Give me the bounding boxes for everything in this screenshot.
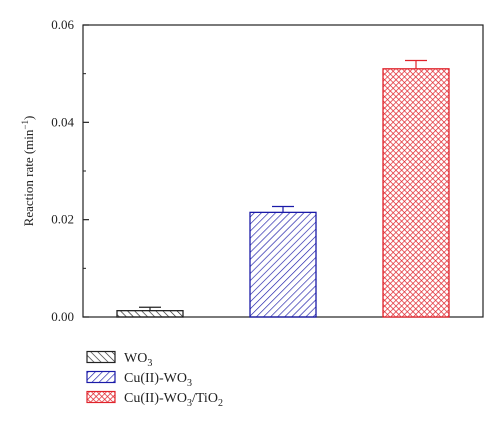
y-tick-label: 0.06 [51,17,74,32]
legend-swatch-2 [86,370,116,384]
y-tick-label: 0.02 [51,212,74,227]
legend-swatch-1 [86,350,116,364]
y-tick-label: 0.04 [51,114,74,129]
legend-label-2: Cu(II)-WO3 [124,371,192,389]
y-tick-label: 0.00 [51,309,74,324]
bar-3 [382,68,450,318]
y-axis-label: Reaction rate (min−1) [20,116,36,227]
legend-swatch-3 [86,390,116,404]
legend: WO3 Cu(II)-WO3 Cu(II)-WO3/TiO2 [86,350,223,409]
bar-1 [116,310,184,318]
legend-label-1: WO3 [124,351,152,369]
bar-2 [249,211,317,318]
legend-label-3: Cu(II)-WO3/TiO2 [124,391,223,409]
